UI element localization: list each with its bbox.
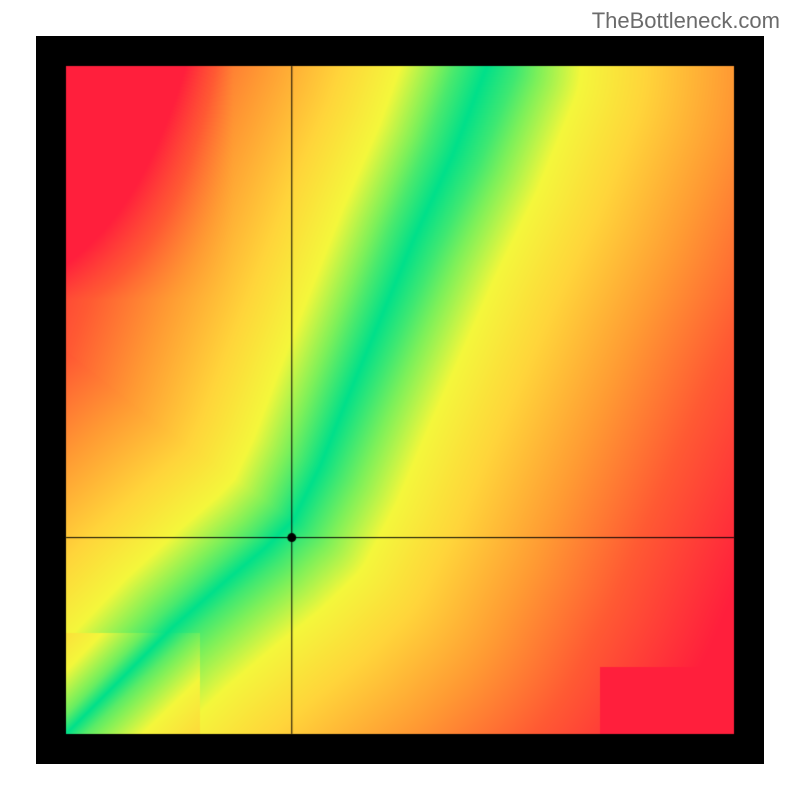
crosshair-overlay — [36, 36, 764, 764]
watermark-text: TheBottleneck.com — [592, 8, 780, 34]
plot-frame — [36, 36, 764, 764]
